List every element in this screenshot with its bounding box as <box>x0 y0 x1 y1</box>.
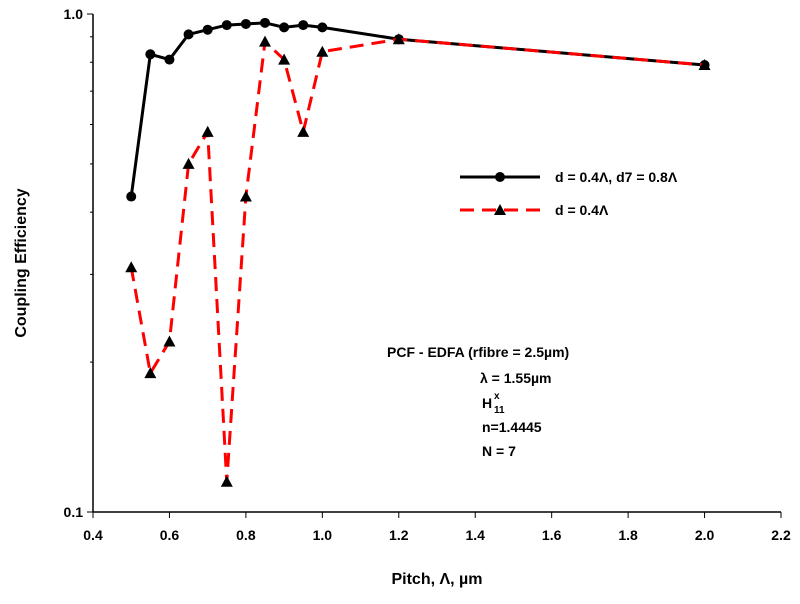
x-axis-title: Pitch, Λ, µm <box>391 571 482 588</box>
marker <box>698 58 711 70</box>
marker <box>182 157 195 169</box>
annotation: x <box>494 391 500 402</box>
marker <box>126 191 137 202</box>
annotation: n=1.4445 <box>482 419 542 435</box>
x-tick-label: 1.0 <box>313 527 333 543</box>
marker <box>201 125 214 137</box>
marker <box>317 22 328 33</box>
marker <box>183 29 194 40</box>
x-tick-label: 0.8 <box>236 527 256 543</box>
marker <box>202 24 213 35</box>
marker <box>260 17 270 28</box>
x-tick-label: 1.2 <box>389 527 409 543</box>
x-tick-label: 1.4 <box>465 527 485 543</box>
annotation: H <box>482 395 492 411</box>
marker <box>392 33 405 45</box>
x-tick-label: 2.2 <box>771 527 791 543</box>
x-tick-label: 2.0 <box>695 527 715 543</box>
marker <box>259 35 271 47</box>
x-tick-label: 0.4 <box>83 527 103 543</box>
marker <box>221 20 232 31</box>
annotation: 11 <box>494 405 505 416</box>
legend-marker <box>495 172 505 182</box>
marker <box>240 18 251 29</box>
y-axis-title: Coupling Efficiency <box>13 188 30 337</box>
x-tick-label: 1.6 <box>542 527 562 543</box>
x-tick-label: 1.8 <box>618 527 638 543</box>
series-line <box>129 37 705 482</box>
annotation: PCF - EDFA (rfibre = 2.5µm) <box>387 344 569 360</box>
y-tick-label: 0.1 <box>64 504 84 520</box>
annotation: N = 7 <box>482 443 516 459</box>
marker <box>125 261 138 273</box>
marker <box>164 54 175 65</box>
marker <box>163 335 176 347</box>
legend-marker <box>494 204 506 215</box>
marker <box>297 125 310 137</box>
y-tick-label: 1.0 <box>64 6 84 22</box>
marker <box>298 20 309 31</box>
legend-label: d = 0.4Λ <box>555 202 609 218</box>
annotation: λ = 1.55µm <box>480 370 552 386</box>
marker <box>239 190 252 202</box>
marker <box>220 475 233 487</box>
marker <box>144 367 157 379</box>
legend-label: d = 0.4Λ, d7 = 0.8Λ <box>555 169 678 185</box>
marker <box>145 49 156 60</box>
x-tick-label: 0.6 <box>160 527 180 543</box>
marker <box>316 45 329 57</box>
marker <box>278 53 291 65</box>
marker <box>279 22 290 33</box>
